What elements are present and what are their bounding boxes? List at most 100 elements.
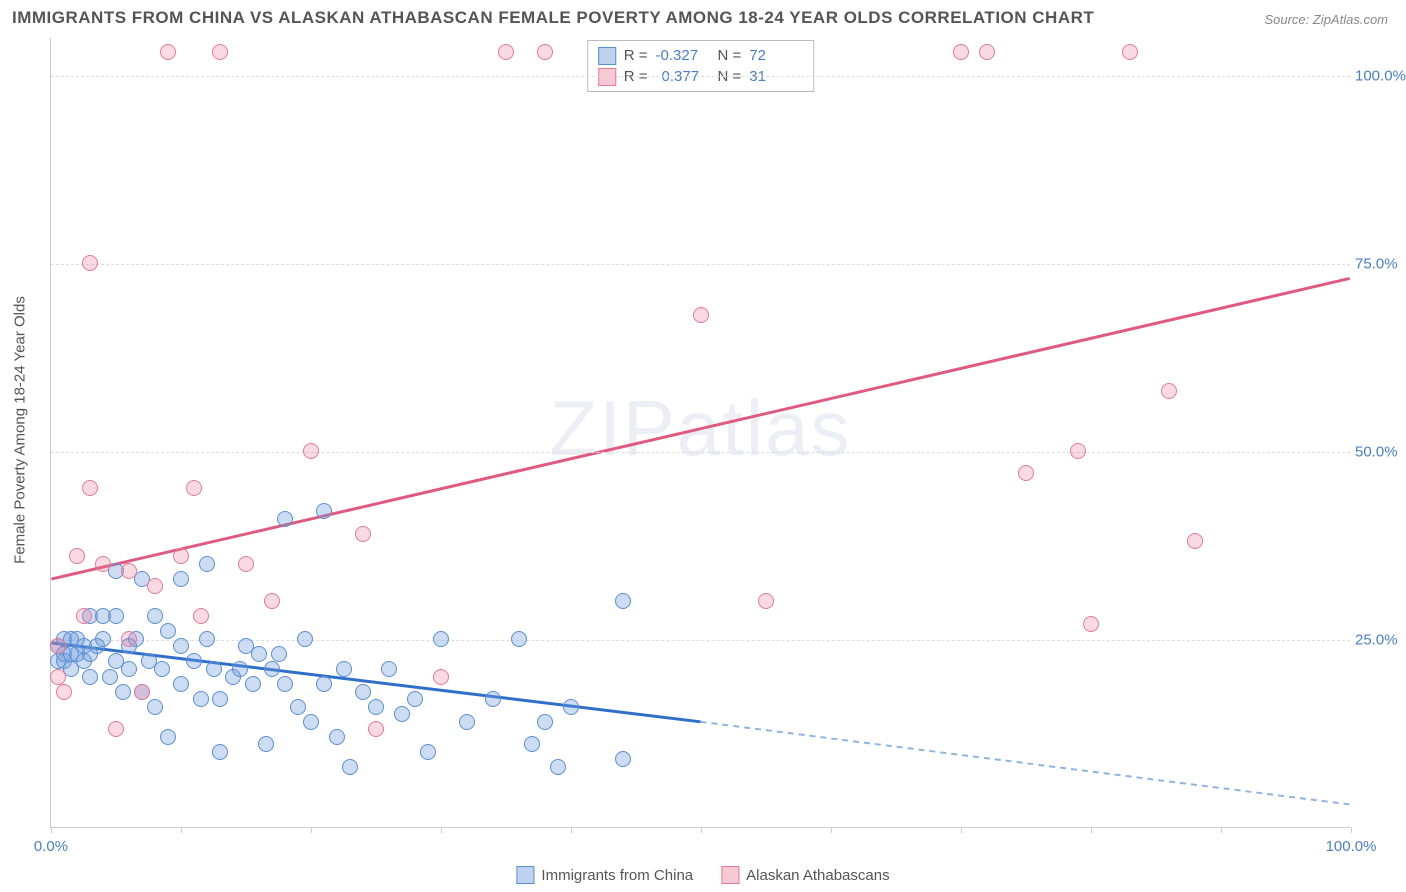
data-point: [615, 593, 631, 609]
data-point: [56, 684, 72, 700]
source-attribution: Source: ZipAtlas.com: [1264, 12, 1388, 27]
data-point: [186, 653, 202, 669]
n-label: N =: [718, 45, 742, 66]
data-point: [50, 669, 66, 685]
data-point: [95, 631, 111, 647]
data-point: [420, 744, 436, 760]
data-point: [336, 661, 352, 677]
data-point: [277, 511, 293, 527]
y-tick-label: 25.0%: [1355, 631, 1406, 648]
data-point: [212, 691, 228, 707]
x-tick: [961, 827, 962, 833]
data-point: [433, 669, 449, 685]
data-point: [147, 578, 163, 594]
y-axis-label: Female Poverty Among 18-24 Year Olds: [12, 296, 29, 564]
data-point: [160, 623, 176, 639]
data-point: [245, 676, 261, 692]
data-point: [1083, 616, 1099, 632]
data-point: [277, 676, 293, 692]
data-point: [199, 631, 215, 647]
data-point: [459, 714, 475, 730]
gridline: [51, 452, 1350, 453]
legend-square-icon: [516, 866, 534, 884]
n-value: 72: [749, 45, 803, 66]
watermark: ZIPatlas: [549, 382, 851, 473]
legend-label: Immigrants from China: [541, 867, 693, 884]
data-point: [238, 556, 254, 572]
data-point: [193, 691, 209, 707]
stats-legend: R = -0.327 N = 72 R = 0.377 N = 31: [587, 40, 815, 92]
data-point: [693, 307, 709, 323]
x-tick: [181, 827, 182, 833]
data-point: [147, 699, 163, 715]
data-point: [615, 751, 631, 767]
data-point: [258, 736, 274, 752]
x-tick: [571, 827, 572, 833]
data-point: [108, 608, 124, 624]
r-value: -0.327: [656, 45, 710, 66]
data-point: [297, 631, 313, 647]
data-point: [368, 699, 384, 715]
data-point: [212, 744, 228, 760]
data-point: [407, 691, 423, 707]
data-point: [550, 759, 566, 775]
data-point: [1122, 44, 1138, 60]
data-point: [381, 661, 397, 677]
data-point: [160, 44, 176, 60]
data-point: [537, 714, 553, 730]
x-tick: [831, 827, 832, 833]
data-point: [134, 684, 150, 700]
x-tick: [51, 827, 52, 833]
x-tick: [311, 827, 312, 833]
data-point: [303, 714, 319, 730]
data-point: [147, 608, 163, 624]
data-point: [82, 480, 98, 496]
data-point: [394, 706, 410, 722]
data-point: [758, 593, 774, 609]
data-point: [95, 556, 111, 572]
x-tick-label: 0.0%: [34, 838, 68, 855]
plot-area: ZIPatlas R = -0.327 N = 72 R = 0.377 N =…: [50, 38, 1350, 828]
data-point: [186, 480, 202, 496]
data-point: [329, 729, 345, 745]
data-point: [355, 684, 371, 700]
data-point: [537, 44, 553, 60]
x-tick: [1351, 827, 1352, 833]
data-point: [199, 556, 215, 572]
data-point: [108, 721, 124, 737]
data-point: [264, 593, 280, 609]
r-label: R =: [624, 45, 648, 66]
y-tick-label: 100.0%: [1355, 67, 1406, 84]
data-point: [433, 631, 449, 647]
data-point: [173, 676, 189, 692]
data-point: [563, 699, 579, 715]
y-tick-label: 75.0%: [1355, 255, 1406, 272]
data-point: [953, 44, 969, 60]
data-point: [316, 676, 332, 692]
data-point: [524, 736, 540, 752]
data-point: [82, 255, 98, 271]
data-point: [121, 563, 137, 579]
data-point: [212, 44, 228, 60]
x-tick-label: 100.0%: [1326, 838, 1377, 855]
chart-title: IMMIGRANTS FROM CHINA VS ALASKAN ATHABAS…: [12, 8, 1094, 28]
data-point: [69, 548, 85, 564]
x-tick: [441, 827, 442, 833]
data-point: [1187, 533, 1203, 549]
data-point: [121, 631, 137, 647]
data-point: [160, 729, 176, 745]
data-point: [232, 661, 248, 677]
data-point: [154, 661, 170, 677]
legend-square-icon: [721, 866, 739, 884]
overlay-svg: [51, 38, 1350, 827]
data-point: [102, 669, 118, 685]
data-point: [485, 691, 501, 707]
data-point: [264, 661, 280, 677]
data-point: [1018, 465, 1034, 481]
data-point: [173, 548, 189, 564]
legend-square-icon: [598, 47, 616, 65]
data-point: [271, 646, 287, 662]
x-tick: [701, 827, 702, 833]
data-point: [979, 44, 995, 60]
gridline: [51, 76, 1350, 77]
